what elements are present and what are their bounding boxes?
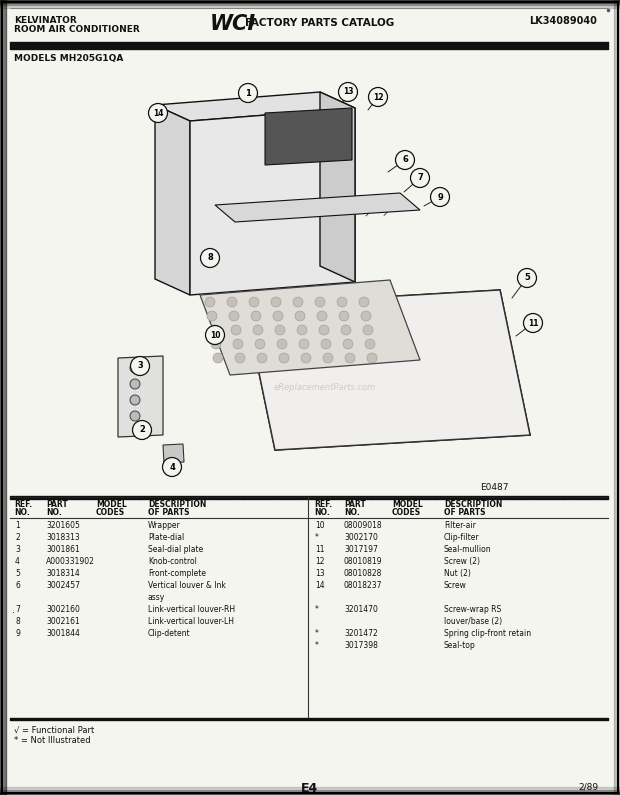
- Text: *: *: [315, 605, 319, 614]
- Text: Screw-wrap RS: Screw-wrap RS: [444, 605, 501, 614]
- Circle shape: [339, 311, 349, 321]
- Circle shape: [273, 311, 283, 321]
- Circle shape: [297, 325, 307, 335]
- Text: .: .: [12, 605, 15, 615]
- Circle shape: [279, 353, 289, 363]
- Text: 1: 1: [15, 521, 20, 530]
- Circle shape: [251, 311, 261, 321]
- Text: NO.: NO.: [14, 508, 30, 517]
- Text: 3201470: 3201470: [344, 605, 378, 614]
- Text: DESCRIPTION: DESCRIPTION: [148, 500, 206, 509]
- Text: 2: 2: [139, 425, 145, 435]
- Circle shape: [133, 421, 151, 440]
- Polygon shape: [118, 356, 163, 437]
- Text: Filter-air: Filter-air: [444, 521, 476, 530]
- Circle shape: [235, 353, 245, 363]
- Text: 13: 13: [343, 87, 353, 96]
- Text: *: *: [315, 629, 319, 638]
- Circle shape: [205, 325, 224, 344]
- Circle shape: [518, 269, 536, 288]
- Polygon shape: [265, 108, 352, 165]
- Text: LK34089040: LK34089040: [529, 16, 597, 26]
- Circle shape: [229, 311, 239, 321]
- Text: 13: 13: [315, 569, 325, 578]
- Text: 6: 6: [15, 581, 20, 590]
- Circle shape: [295, 311, 305, 321]
- Text: A000331902: A000331902: [46, 557, 95, 566]
- Text: 8: 8: [15, 617, 20, 626]
- Text: eReplacementParts.com: eReplacementParts.com: [274, 383, 376, 393]
- Text: 14: 14: [315, 581, 325, 590]
- Text: NO.: NO.: [314, 508, 330, 517]
- Circle shape: [396, 150, 415, 169]
- Text: 3: 3: [15, 545, 20, 554]
- Polygon shape: [245, 290, 530, 450]
- Text: FACTORY PARTS CATALOG: FACTORY PARTS CATALOG: [245, 18, 394, 28]
- Circle shape: [299, 339, 309, 349]
- Circle shape: [430, 188, 450, 207]
- Text: CODES: CODES: [392, 508, 421, 517]
- Circle shape: [337, 297, 347, 307]
- Text: *: *: [315, 533, 319, 542]
- Text: 10: 10: [315, 521, 325, 530]
- Text: 7: 7: [15, 605, 20, 614]
- Circle shape: [255, 339, 265, 349]
- Text: 3018314: 3018314: [46, 569, 80, 578]
- Circle shape: [275, 325, 285, 335]
- Text: 5: 5: [15, 569, 20, 578]
- Text: 08009018: 08009018: [344, 521, 383, 530]
- Text: 2/89: 2/89: [578, 782, 598, 791]
- Text: Plate-dial: Plate-dial: [148, 533, 184, 542]
- Text: Seal-mullion: Seal-mullion: [444, 545, 492, 554]
- Circle shape: [367, 353, 377, 363]
- Polygon shape: [215, 193, 420, 222]
- Text: Link-vertical louver-RH: Link-vertical louver-RH: [148, 605, 235, 614]
- Text: DESCRIPTION: DESCRIPTION: [444, 500, 502, 509]
- Circle shape: [213, 353, 223, 363]
- Text: √ = Functional Part: √ = Functional Part: [14, 726, 94, 735]
- Circle shape: [162, 457, 182, 476]
- Text: * = Not Illustrated: * = Not Illustrated: [14, 736, 91, 745]
- Circle shape: [339, 83, 358, 102]
- Text: MODEL: MODEL: [96, 500, 126, 509]
- Polygon shape: [155, 105, 190, 295]
- Text: 9: 9: [437, 192, 443, 201]
- Circle shape: [271, 297, 281, 307]
- Circle shape: [277, 339, 287, 349]
- Text: 6: 6: [402, 156, 408, 165]
- Text: louver/base (2): louver/base (2): [444, 617, 502, 626]
- Text: MODEL: MODEL: [392, 500, 423, 509]
- Text: PART: PART: [46, 500, 68, 509]
- Circle shape: [317, 311, 327, 321]
- Text: REF.: REF.: [14, 500, 32, 509]
- Text: NO.: NO.: [344, 508, 360, 517]
- Circle shape: [361, 311, 371, 321]
- Circle shape: [149, 103, 167, 122]
- Polygon shape: [320, 92, 355, 282]
- Text: Vertical louver & lnk: Vertical louver & lnk: [148, 581, 226, 590]
- Text: assy: assy: [148, 593, 166, 602]
- Text: 1: 1: [245, 88, 251, 98]
- Circle shape: [319, 325, 329, 335]
- Circle shape: [207, 311, 217, 321]
- Text: 11: 11: [315, 545, 324, 554]
- Text: WCI: WCI: [210, 14, 256, 34]
- Text: MODELS MH205G1QA: MODELS MH205G1QA: [14, 54, 123, 63]
- Circle shape: [341, 325, 351, 335]
- Text: *: *: [315, 641, 319, 650]
- Circle shape: [363, 325, 373, 335]
- Circle shape: [293, 297, 303, 307]
- Text: E4: E4: [300, 782, 317, 795]
- Circle shape: [209, 325, 219, 335]
- Circle shape: [365, 339, 375, 349]
- Text: 4: 4: [169, 463, 175, 471]
- Polygon shape: [190, 108, 355, 295]
- Text: 3017197: 3017197: [344, 545, 378, 554]
- Text: 8: 8: [207, 254, 213, 262]
- Text: OF PARTS: OF PARTS: [148, 508, 190, 517]
- Text: Clip-detent: Clip-detent: [148, 629, 190, 638]
- Circle shape: [253, 325, 263, 335]
- Circle shape: [211, 339, 221, 349]
- Text: 3002457: 3002457: [46, 581, 80, 590]
